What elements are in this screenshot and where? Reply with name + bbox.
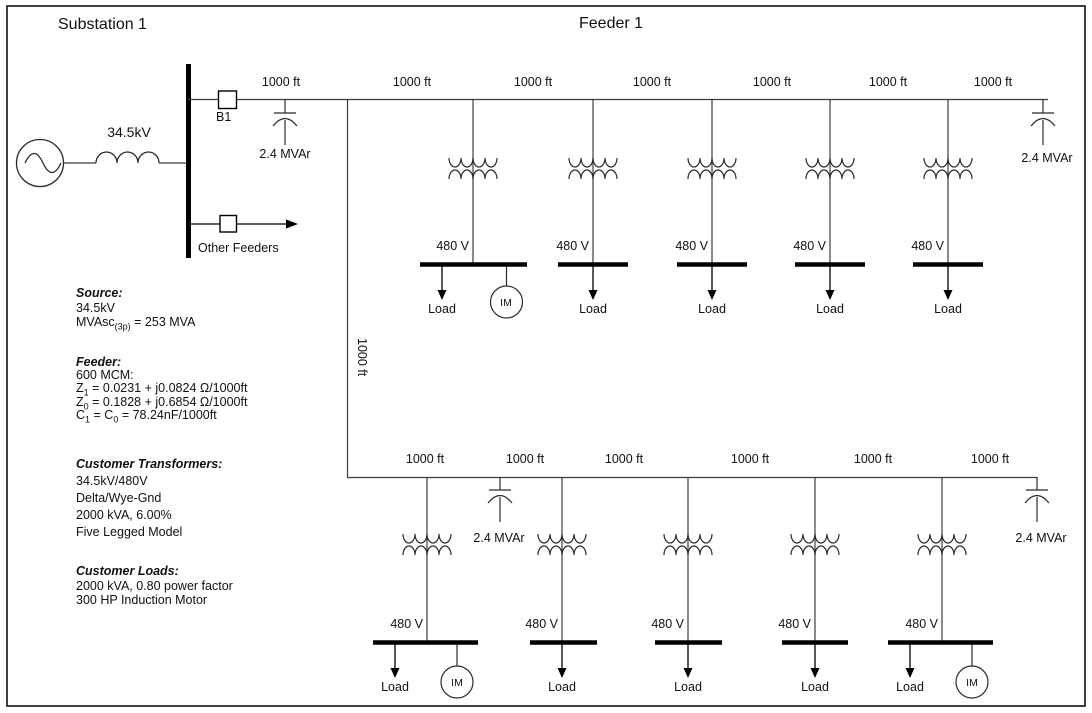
capacitor-icon	[1024, 476, 1050, 523]
load-arrow-icon	[824, 265, 836, 301]
top-induction-motor	[489, 266, 524, 319]
other-feeders-arrowhead	[286, 219, 298, 229]
customer-transformers-notes: Customer Transformers: 34.5kV/480V Delta…	[76, 456, 222, 541]
customer-transformers-heading: Customer Transformers:	[76, 457, 223, 471]
segment-label: 1000 ft	[405, 452, 445, 466]
bottom-load-arrows	[389, 643, 916, 679]
load-arrow-icon	[389, 643, 401, 679]
other-feeders-breaker-icon	[219, 214, 238, 233]
segment-label: 1000 ft	[973, 75, 1013, 89]
segment-label: 1000 ft	[632, 75, 672, 89]
capacitor-icon	[487, 476, 513, 523]
feeder-notes-heading: Feeder:	[76, 355, 122, 369]
note-line: MVAsc(3p) = 253 MVA	[76, 315, 196, 332]
note-line: Delta/Wye-Gnd	[76, 491, 162, 505]
capacitor-icon	[272, 99, 298, 146]
segment-label: 1000 ft	[604, 452, 644, 466]
bus-voltage-label: 480 V	[556, 239, 589, 253]
segment-label-vertical: 1000 ft	[355, 338, 369, 377]
other-feeders-stub	[190, 214, 298, 233]
source-notes: Source: 34.5kV MVAsc(3p) = 253 MVA	[76, 286, 196, 332]
segment-label: 1000 ft	[513, 75, 553, 89]
load-label: Load	[674, 680, 702, 694]
load-label: Load	[934, 302, 962, 316]
capacitor-rating-label: 2.4 MVAr	[1021, 151, 1073, 165]
note-line: 2000 kVA, 6.00%	[76, 508, 172, 522]
bus-voltage-label: 480 V	[651, 617, 684, 631]
note-line: 34.5kV	[76, 300, 115, 315]
segment-label: 1000 ft	[730, 452, 770, 466]
motor-circle-icon	[440, 665, 474, 699]
load-label: Load	[428, 302, 456, 316]
load-arrow-icon	[904, 643, 916, 679]
note-line: 600 MCM:	[76, 368, 134, 383]
note-line: C1 = C0 = 78.24nF/1000ft	[76, 407, 217, 425]
feeder-notes: Feeder: 600 MCM: Z1 = 0.0231 + j0.0824 Ω…	[76, 355, 248, 425]
note-line: 2000 kVA, 0.80 power factor	[76, 578, 233, 593]
capacitor-rating-label: 2.4 MVAr	[1015, 531, 1067, 545]
load-arrow-icon	[809, 643, 821, 679]
capacitor-rating-label: 2.4 MVAr	[473, 531, 525, 545]
segment-label: 1000 ft	[261, 75, 301, 89]
capacitor-rating-label: 2.4 MVAr	[259, 147, 311, 161]
motor-circle-icon	[489, 285, 524, 319]
load-label: Load	[548, 680, 576, 694]
motor-label: IM	[451, 677, 463, 689]
segment-label: 1000 ft	[868, 75, 908, 89]
segment-label: 1000 ft	[505, 452, 545, 466]
load-arrow-icon	[436, 265, 448, 301]
bus-voltage-label: 480 V	[905, 617, 938, 631]
load-label: Load	[801, 680, 829, 694]
customer-loads-notes: Customer Loads: 2000 kVA, 0.80 power fac…	[76, 564, 233, 608]
note-line: Five Legged Model	[76, 525, 183, 539]
page-border	[6, 5, 1086, 707]
bottom-induction-motors	[440, 644, 989, 699]
source-notes-heading: Source:	[76, 286, 123, 300]
bus-voltage-label: 480 V	[793, 239, 826, 253]
load-arrow-icon	[706, 265, 718, 301]
segment-label: 1000 ft	[392, 75, 432, 89]
top-feeder-drops	[472, 100, 949, 264]
breaker-b1-label: B1	[216, 110, 232, 124]
load-label: Load	[579, 302, 607, 316]
load-arrow-icon	[682, 643, 694, 679]
load-label: Load	[698, 302, 726, 316]
note-line: Z0 = 0.1828 + j0.6854 Ω/1000ft	[76, 394, 248, 412]
segment-label: 1000 ft	[970, 452, 1010, 466]
source-voltage-label: 34.5kV	[107, 124, 151, 140]
generator-icon	[15, 138, 65, 188]
other-feeders-label: Other Feeders	[198, 241, 279, 255]
bus-voltage-label: 480 V	[390, 617, 423, 631]
bus-voltage-label: 480 V	[778, 617, 811, 631]
load-arrow-icon	[556, 643, 568, 679]
capacitor-icon	[1030, 99, 1056, 146]
breaker-b1-icon	[217, 90, 238, 110]
load-arrow-icon	[587, 265, 599, 301]
source-inductor-icon	[95, 151, 160, 164]
motor-circle-icon	[955, 665, 989, 699]
motor-label: IM	[500, 297, 512, 309]
note-line: 34.5kV/480V	[76, 474, 148, 488]
top-load-arrows	[436, 265, 954, 301]
feeder-title: Feeder 1	[579, 15, 644, 32]
customer-loads-heading: Customer Loads:	[76, 564, 179, 578]
load-label: Load	[896, 680, 924, 694]
segment-label: 1000 ft	[853, 452, 893, 466]
bus-voltage-label: 480 V	[525, 617, 558, 631]
bus-voltage-label: 480 V	[436, 239, 469, 253]
load-label: Load	[816, 302, 844, 316]
load-label: Load	[381, 680, 409, 694]
bus-voltage-label: 480 V	[911, 239, 944, 253]
bus-voltage-label: 480 V	[675, 239, 708, 253]
bottom-feeder-drops	[426, 478, 943, 642]
note-line: 300 HP Induction Motor	[76, 593, 208, 607]
load-arrow-icon	[942, 265, 954, 301]
segment-label: 1000 ft	[752, 75, 792, 89]
substation-title: Substation 1	[58, 16, 147, 33]
note-line: Z1 = 0.0231 + j0.0824 Ω/1000ft	[76, 381, 248, 398]
motor-label: IM	[966, 677, 978, 689]
top-feeder-transformers	[448, 157, 973, 180]
